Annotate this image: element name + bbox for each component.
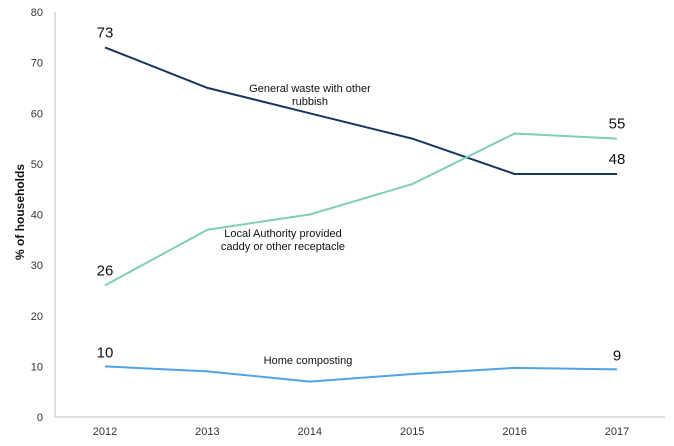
x-tick-label: 2013 (195, 426, 219, 438)
y-tick-label: 0 (37, 412, 43, 424)
x-tick-label: 2017 (605, 426, 629, 438)
y-tick-label: 40 (31, 210, 43, 222)
data-label-compost-end: 9 (613, 347, 621, 364)
annotation-caddy: caddy or other receptacle (221, 241, 345, 253)
data-label-caddy-start: 26 (97, 262, 114, 279)
data-label-general-start: 73 (97, 24, 114, 41)
y-tick-label: 50 (31, 159, 43, 171)
series-line-general (104, 46, 617, 175)
data-label-compost-start: 10 (97, 344, 114, 361)
series-line-caddy (104, 132, 618, 287)
data-label-caddy-end: 55 (609, 116, 626, 133)
x-tick-label: 2014 (298, 426, 322, 438)
data-labels: 73 48 26 55 10 9 (97, 24, 626, 364)
y-tick-label: 20 (31, 311, 43, 323)
y-axis-label: % of households (13, 164, 27, 260)
x-tick-label: 2012 (93, 426, 117, 438)
y-tick-label: 30 (31, 260, 43, 272)
y-tick-label: 60 (31, 108, 43, 120)
y-tick-label: 80 (31, 7, 43, 19)
x-tick-label: 2016 (502, 426, 526, 438)
chart-axes (54, 12, 665, 418)
annotation-compost: Home composting (264, 355, 353, 367)
annotation-general: General waste with other (249, 83, 371, 95)
y-tick-labels: 0 10 20 30 40 50 60 70 80 (31, 7, 43, 424)
series-line-compost (104, 365, 618, 383)
data-label-general-end: 48 (609, 151, 626, 168)
annotation-caddy: Local Authority provided (224, 228, 341, 240)
y-tick-label: 10 (31, 361, 43, 373)
x-tick-labels: 2012 2013 2014 2015 2016 2017 (93, 426, 629, 438)
x-tick-label: 2015 (400, 426, 424, 438)
y-tick-label: 70 (31, 58, 43, 70)
annotation-general: rubbish (292, 96, 328, 108)
series-lines (104, 46, 618, 383)
